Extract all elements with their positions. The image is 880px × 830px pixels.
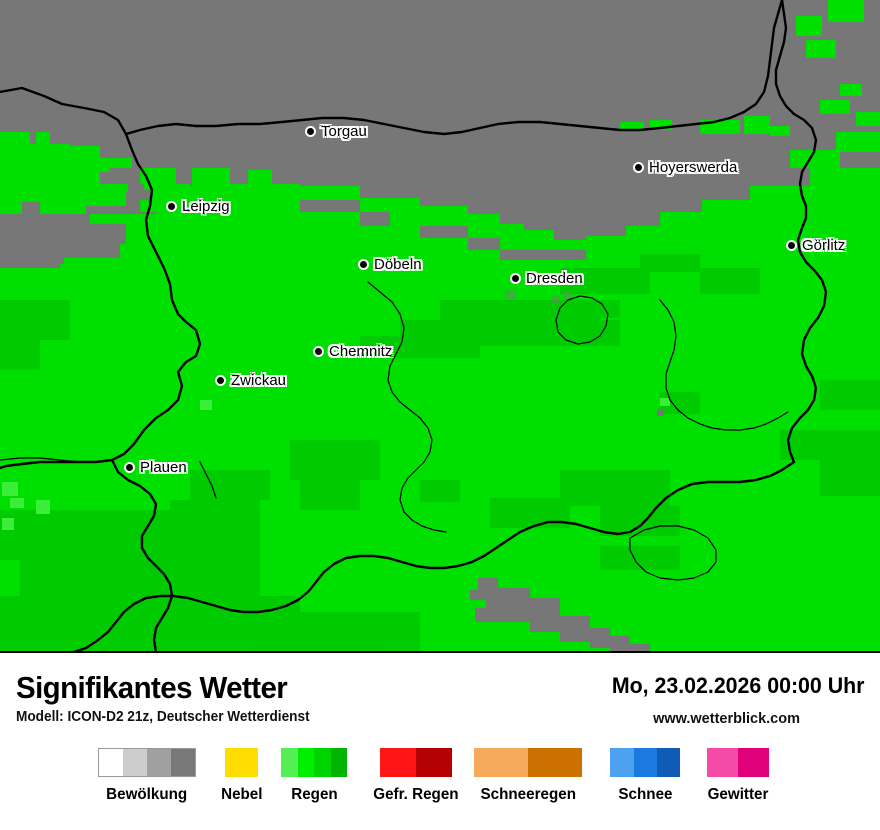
footer: Signifikantes Wetter Modell: ICON-D2 21z… (0, 653, 880, 830)
legend-label: Regen (290, 786, 338, 803)
cloud-patch-south (470, 409, 664, 651)
forecast-datetime: Mo, 23.02.2026 00:00 Uhr (611, 673, 864, 698)
page-title: Signifikantes Wetter (16, 670, 288, 705)
district-borders (0, 281, 789, 581)
legend-item-schneeregen[interactable]: Schneeregen (474, 748, 582, 804)
heavy-rain-patches (0, 254, 880, 651)
legend-item-regen[interactable]: Regen (281, 748, 347, 804)
legend: Bewölkung Nebel Regen (0, 748, 880, 828)
legend-swatch-gefr-regen (379, 748, 452, 777)
cloud-patch-dresden-small (505, 290, 572, 304)
legend-item-gefr-regen[interactable]: Gefr. Regen (371, 748, 461, 804)
legend-swatch-regen (281, 748, 347, 777)
legend-label: Schneeregen (480, 786, 576, 803)
state-borders (0, 0, 828, 651)
legend-label: Schnee (617, 786, 673, 803)
model-subtitle: Modell: ICON-D2 21z, Deutscher Wetterdie… (16, 709, 310, 725)
legend-label: Gefr. Regen (373, 786, 459, 803)
legend-label: Nebel (221, 786, 263, 803)
legend-swatch-gewitter (707, 748, 769, 777)
map-canvas (0, 0, 880, 651)
legend-item-bewoelkung[interactable]: Bewölkung (98, 748, 196, 804)
legend-swatch-schnee (610, 748, 680, 777)
legend-item-gewitter[interactable]: Gewitter (706, 748, 770, 804)
legend-item-nebel[interactable]: Nebel (220, 748, 264, 804)
weather-map[interactable]: Torgau Hoyerswerda Leipzig Görlitz Döbel… (0, 0, 880, 653)
legend-swatch-schneeregen (474, 748, 582, 777)
legend-swatch-nebel (225, 748, 259, 777)
legend-swatch-bewoelkung (98, 748, 196, 777)
legend-label: Bewölkung (106, 786, 188, 803)
legend-label: Gewitter (707, 786, 769, 803)
website-label: www.wetterblick.com (653, 711, 800, 727)
legend-item-schnee[interactable]: Schnee (610, 748, 680, 804)
light-rain-spots (2, 398, 670, 530)
